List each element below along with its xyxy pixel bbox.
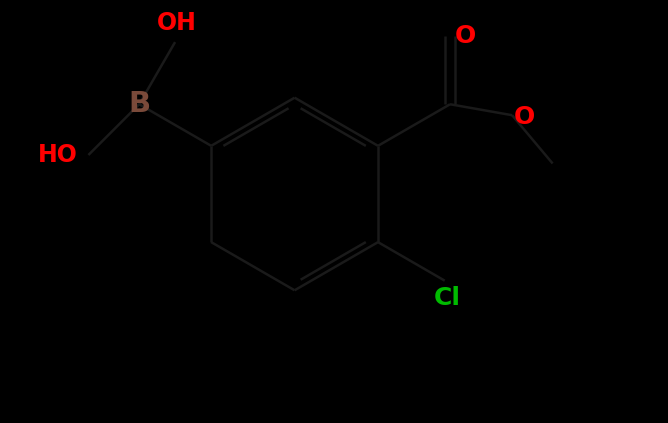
Text: B: B — [128, 90, 150, 118]
Text: Cl: Cl — [434, 286, 461, 310]
Text: OH: OH — [157, 11, 197, 35]
Text: O: O — [454, 24, 476, 48]
Text: O: O — [514, 105, 535, 129]
Text: HO: HO — [38, 143, 78, 167]
